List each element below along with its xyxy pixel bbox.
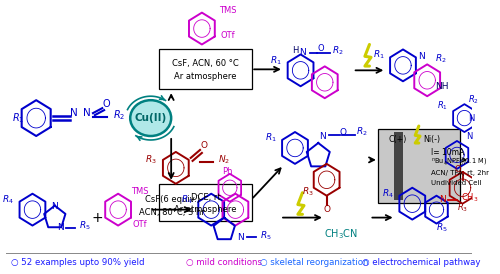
Text: OTf: OTf (220, 31, 235, 40)
Text: N: N (299, 48, 306, 57)
Text: $R_4$: $R_4$ (180, 193, 192, 206)
Text: N: N (418, 52, 425, 61)
Text: ACN/ TFA, rt, 2hr: ACN/ TFA, rt, 2hr (431, 170, 489, 176)
Text: O: O (340, 127, 346, 136)
Text: $R_2$: $R_2$ (434, 52, 446, 65)
Text: Ph: Ph (222, 167, 232, 176)
FancyBboxPatch shape (394, 132, 403, 200)
Text: NH: NH (434, 82, 448, 91)
Text: O: O (200, 141, 207, 150)
Text: O: O (323, 205, 330, 214)
Text: OTf: OTf (133, 220, 148, 229)
Text: $R_4$: $R_4$ (382, 187, 394, 200)
Text: ○ 52 examples upto 90% yield: ○ 52 examples upto 90% yield (11, 258, 144, 267)
Text: O: O (318, 44, 324, 53)
Text: N: N (82, 108, 90, 118)
Text: Cu(II): Cu(II) (134, 113, 167, 123)
Text: $R_4$: $R_4$ (2, 193, 14, 206)
Text: $R_2$: $R_2$ (356, 126, 368, 138)
Text: $R_2$: $R_2$ (468, 94, 479, 106)
Text: N: N (57, 223, 64, 232)
Text: $N_2$: $N_2$ (218, 154, 230, 166)
Text: N: N (238, 233, 244, 242)
Text: Undivided Cell: Undivided Cell (431, 180, 482, 186)
Text: TMS: TMS (131, 187, 148, 196)
Text: $R_5$: $R_5$ (79, 219, 90, 232)
Text: CH$_3$CN: CH$_3$CN (324, 228, 358, 241)
Text: N: N (320, 132, 326, 141)
Text: $R_1$: $R_1$ (270, 54, 282, 67)
Text: $R_3$: $R_3$ (146, 154, 157, 166)
Text: $R_1$: $R_1$ (12, 111, 24, 125)
Text: ○ electrochemical pathway: ○ electrochemical pathway (362, 258, 481, 267)
Text: ○ skeletal reorganization: ○ skeletal reorganization (260, 258, 368, 267)
Text: H: H (292, 46, 298, 55)
FancyBboxPatch shape (159, 184, 252, 221)
Text: Ar atmosphere: Ar atmosphere (174, 72, 237, 81)
Text: C(+): C(+) (388, 135, 406, 144)
Text: N: N (468, 114, 474, 122)
Text: N: N (466, 132, 472, 141)
FancyBboxPatch shape (159, 49, 252, 89)
Ellipse shape (130, 100, 171, 136)
Text: $R_1$: $R_1$ (264, 132, 276, 144)
Text: N: N (70, 108, 78, 118)
Text: $R_2$: $R_2$ (112, 108, 125, 122)
Text: ACN, 80°C, 3 hr: ACN, 80°C, 3 hr (139, 208, 205, 217)
Text: CsF, ACN, 60 °C: CsF, ACN, 60 °C (172, 59, 239, 68)
Text: DCE, rt: DCE, rt (191, 193, 220, 202)
Text: O: O (102, 99, 110, 109)
Text: $R_3$: $R_3$ (302, 185, 314, 198)
Text: $R_5$: $R_5$ (436, 221, 448, 234)
Text: $R_3$: $R_3$ (457, 201, 468, 214)
Text: N: N (438, 195, 446, 204)
Text: $R_1$: $R_1$ (436, 100, 448, 112)
Text: $R_2$: $R_2$ (332, 44, 344, 57)
Text: $R_5$: $R_5$ (260, 229, 272, 242)
Text: O: O (454, 165, 460, 174)
Text: TMS: TMS (218, 6, 236, 15)
Text: $R_1$: $R_1$ (372, 48, 384, 61)
Text: I= 10mA: I= 10mA (431, 149, 464, 158)
Text: CsF(6 equiv.): CsF(6 equiv.) (144, 195, 200, 204)
FancyBboxPatch shape (378, 129, 460, 203)
Text: Ar atmosphere: Ar atmosphere (174, 205, 237, 214)
Text: CH$_3$: CH$_3$ (460, 192, 478, 204)
Text: ○ mild conditions: ○ mild conditions (186, 258, 262, 267)
Text: +: + (92, 211, 104, 225)
Text: Ni(-): Ni(-) (424, 135, 440, 144)
Text: $^n$Bu$_4$NPF$_6$(0.1 M): $^n$Bu$_4$NPF$_6$(0.1 M) (431, 157, 487, 168)
Text: N: N (52, 202, 58, 211)
